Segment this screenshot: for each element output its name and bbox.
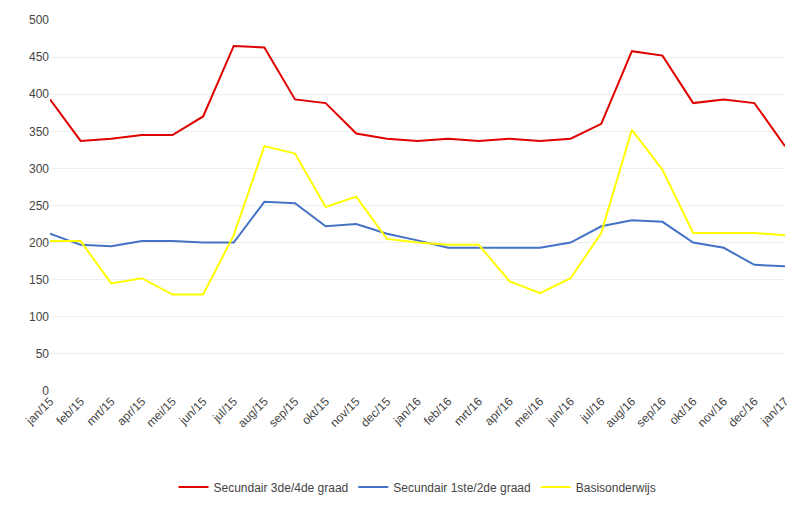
svg-text:300: 300 bbox=[29, 162, 49, 176]
svg-text:mei/15: mei/15 bbox=[143, 394, 179, 430]
svg-text:sep/16: sep/16 bbox=[633, 394, 669, 430]
svg-text:jul/15: jul/15 bbox=[209, 394, 240, 425]
svg-text:jun/16: jun/16 bbox=[543, 394, 577, 428]
svg-text:mrt/16: mrt/16 bbox=[451, 394, 485, 428]
svg-text:nov/16: nov/16 bbox=[695, 394, 731, 430]
svg-text:200: 200 bbox=[29, 236, 49, 250]
svg-text:500: 500 bbox=[29, 13, 49, 27]
svg-text:aug/15: aug/15 bbox=[235, 394, 271, 430]
svg-text:feb/15: feb/15 bbox=[53, 394, 87, 428]
svg-text:Secundair 3de/4de graad: Secundair 3de/4de graad bbox=[214, 481, 349, 495]
svg-text:mrt/15: mrt/15 bbox=[84, 394, 118, 428]
svg-text:dec/15: dec/15 bbox=[358, 394, 394, 430]
svg-text:mei/16: mei/16 bbox=[511, 394, 547, 430]
svg-text:Basisonderwijs: Basisonderwijs bbox=[576, 481, 656, 495]
svg-text:nov/15: nov/15 bbox=[327, 394, 363, 430]
svg-text:50: 50 bbox=[36, 347, 50, 361]
svg-text:250: 250 bbox=[29, 199, 49, 213]
svg-text:350: 350 bbox=[29, 125, 49, 139]
svg-text:dec/16: dec/16 bbox=[725, 394, 761, 430]
svg-text:100: 100 bbox=[29, 310, 49, 324]
svg-text:150: 150 bbox=[29, 273, 49, 287]
svg-text:sep/15: sep/15 bbox=[266, 394, 302, 430]
svg-text:jun/15: jun/15 bbox=[176, 394, 210, 428]
svg-text:okt/15: okt/15 bbox=[299, 394, 332, 427]
svg-text:450: 450 bbox=[29, 50, 49, 64]
svg-text:jan/16: jan/16 bbox=[390, 394, 424, 428]
svg-text:jul/16: jul/16 bbox=[577, 394, 608, 425]
svg-text:okt/16: okt/16 bbox=[666, 394, 699, 427]
svg-text:400: 400 bbox=[29, 87, 49, 101]
svg-text:jan/17: jan/17 bbox=[758, 394, 792, 428]
svg-text:Secundair 1ste/2de graad: Secundair 1ste/2de graad bbox=[393, 481, 530, 495]
svg-text:aug/16: aug/16 bbox=[602, 394, 638, 430]
svg-text:feb/16: feb/16 bbox=[421, 394, 455, 428]
svg-text:apr/16: apr/16 bbox=[482, 394, 516, 428]
svg-text:jan/15: jan/15 bbox=[23, 394, 57, 428]
svg-text:apr/15: apr/15 bbox=[114, 394, 148, 428]
svg-text:0: 0 bbox=[42, 384, 49, 398]
